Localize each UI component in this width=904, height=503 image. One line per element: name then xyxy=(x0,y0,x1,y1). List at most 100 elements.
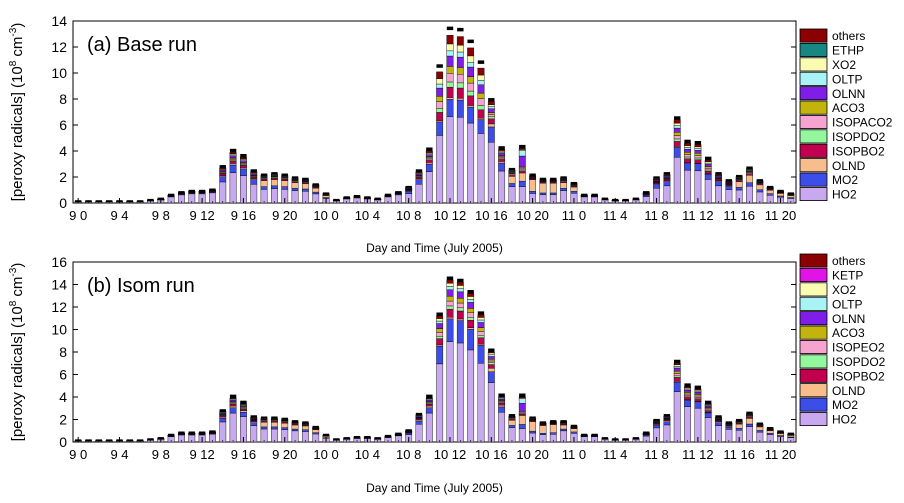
legend-swatch xyxy=(800,283,827,296)
bar-segment-isopbo2 xyxy=(416,177,422,179)
bar-stack xyxy=(746,166,752,203)
bar-stack xyxy=(540,178,546,203)
legend-label: ISOPDO2 xyxy=(832,355,886,369)
bar-segment-olnd xyxy=(313,188,319,192)
bar-segment-ho2 xyxy=(488,383,494,442)
bar-segment-oltp xyxy=(447,51,453,56)
bar-cap xyxy=(684,140,690,144)
legend-swatch xyxy=(800,412,827,425)
bar-stack xyxy=(767,427,773,442)
bar-segment-isopbo2 xyxy=(478,110,484,118)
bar-segment-mo2 xyxy=(529,191,535,193)
y-label-mid: cm xyxy=(9,37,26,61)
bar-cap xyxy=(261,174,267,176)
bar-segment-ho2 xyxy=(220,182,226,203)
bar-segment-oltp xyxy=(684,147,690,149)
legend-swatch xyxy=(800,340,827,353)
bar-cap xyxy=(757,423,763,425)
legend-item: OLTP xyxy=(800,72,862,86)
bar-segment-ho2 xyxy=(271,189,277,203)
bar-cap xyxy=(591,194,597,196)
legend-item: OLND xyxy=(800,384,866,398)
bar-segment-olnd xyxy=(467,105,473,107)
bar-segment-isopbo2 xyxy=(498,403,504,405)
bar-segment-mo2 xyxy=(715,423,721,426)
bar-segment-mo2 xyxy=(767,194,773,196)
bar-segment-olnd xyxy=(261,422,267,427)
bar-segment-isopbo2 xyxy=(674,377,680,381)
bar-cap xyxy=(333,199,339,201)
y-tick-label: 0 xyxy=(59,434,67,450)
bar-segment-others xyxy=(426,151,432,153)
bar-segment-oltp xyxy=(447,286,453,289)
bar-segment-others xyxy=(498,150,504,152)
legend-label: others xyxy=(832,254,865,268)
bar-segment-ho2 xyxy=(695,408,701,442)
bar-segment-olnd xyxy=(550,425,556,433)
bar-stack xyxy=(509,168,515,203)
y-tick-label: 8 xyxy=(59,344,67,360)
bar-segment-others xyxy=(684,387,690,388)
bar-segment-olnd xyxy=(519,173,525,181)
bar-cap xyxy=(478,60,484,64)
bar-cap xyxy=(519,394,525,398)
bar-segment-ho2 xyxy=(416,184,422,203)
bar-cap xyxy=(736,175,742,177)
bar-stack xyxy=(209,189,215,204)
bar-segment-olnn xyxy=(447,56,453,66)
bar-segment-olnn xyxy=(519,156,525,167)
bar-segment-ho2 xyxy=(251,184,257,203)
bar-segment-mo2 xyxy=(571,432,577,433)
bar-cap xyxy=(251,415,257,417)
bar-segment-mo2 xyxy=(230,408,236,413)
bar-segment-mo2 xyxy=(261,187,267,190)
y-label-main: [peroxy radicals] (10 xyxy=(9,306,26,441)
bar-stack xyxy=(519,145,525,203)
bar-segment-mo2 xyxy=(416,180,422,185)
x-tick-label: 11 4 xyxy=(603,447,627,462)
bar-segment-xo2 xyxy=(467,296,473,299)
bar-stack xyxy=(664,414,670,442)
bar-stack xyxy=(695,386,701,442)
bar-cap xyxy=(757,179,763,181)
bar-stack xyxy=(457,28,463,203)
x-tick-label: 9 4 xyxy=(110,447,128,462)
bar-stack xyxy=(746,412,752,442)
bar-segment-olnd xyxy=(436,121,442,122)
legend-swatch xyxy=(800,268,827,281)
bar-segment-aco3 xyxy=(457,67,463,74)
bar-cap xyxy=(344,437,350,439)
bar-segment-others xyxy=(695,389,701,390)
bar-segment-mo2 xyxy=(436,122,442,136)
bar-segment-olnn xyxy=(695,392,701,394)
bar-segment-isopdo2 xyxy=(684,157,690,159)
bar-segment-isopdo2 xyxy=(457,308,463,311)
bar-segment-oltp xyxy=(436,321,442,324)
bar-segment-isopbo2 xyxy=(478,338,484,344)
bar-segment-olnn xyxy=(447,290,453,296)
bar-cap xyxy=(395,191,401,193)
bar-segment-olnd xyxy=(736,424,742,428)
bar-cap xyxy=(199,432,205,434)
bar-segment-aco3 xyxy=(695,153,701,155)
bar-cap xyxy=(323,434,329,436)
bar-cap xyxy=(746,166,752,169)
x-tick-label: 10 12 xyxy=(434,447,467,462)
bar-segment-mo2 xyxy=(220,418,226,422)
bar-segment-isopbo2 xyxy=(240,165,246,167)
bar-cap xyxy=(209,189,215,191)
bar-stack xyxy=(695,141,701,203)
bar-stack xyxy=(715,415,721,442)
y-tick-label: 4 xyxy=(59,389,67,405)
bar-cap xyxy=(715,172,721,174)
bar-cap xyxy=(540,178,546,180)
bar-cap xyxy=(240,154,246,158)
bar-cap xyxy=(457,279,463,283)
bar-segment-olnn xyxy=(240,161,246,163)
bar-stack xyxy=(230,395,236,442)
bar-segment-ho2 xyxy=(457,343,463,442)
bar-segment-ho2 xyxy=(478,363,484,442)
bar-segment-aco3 xyxy=(467,77,473,83)
bar-segment-isopeo2 xyxy=(488,361,494,363)
